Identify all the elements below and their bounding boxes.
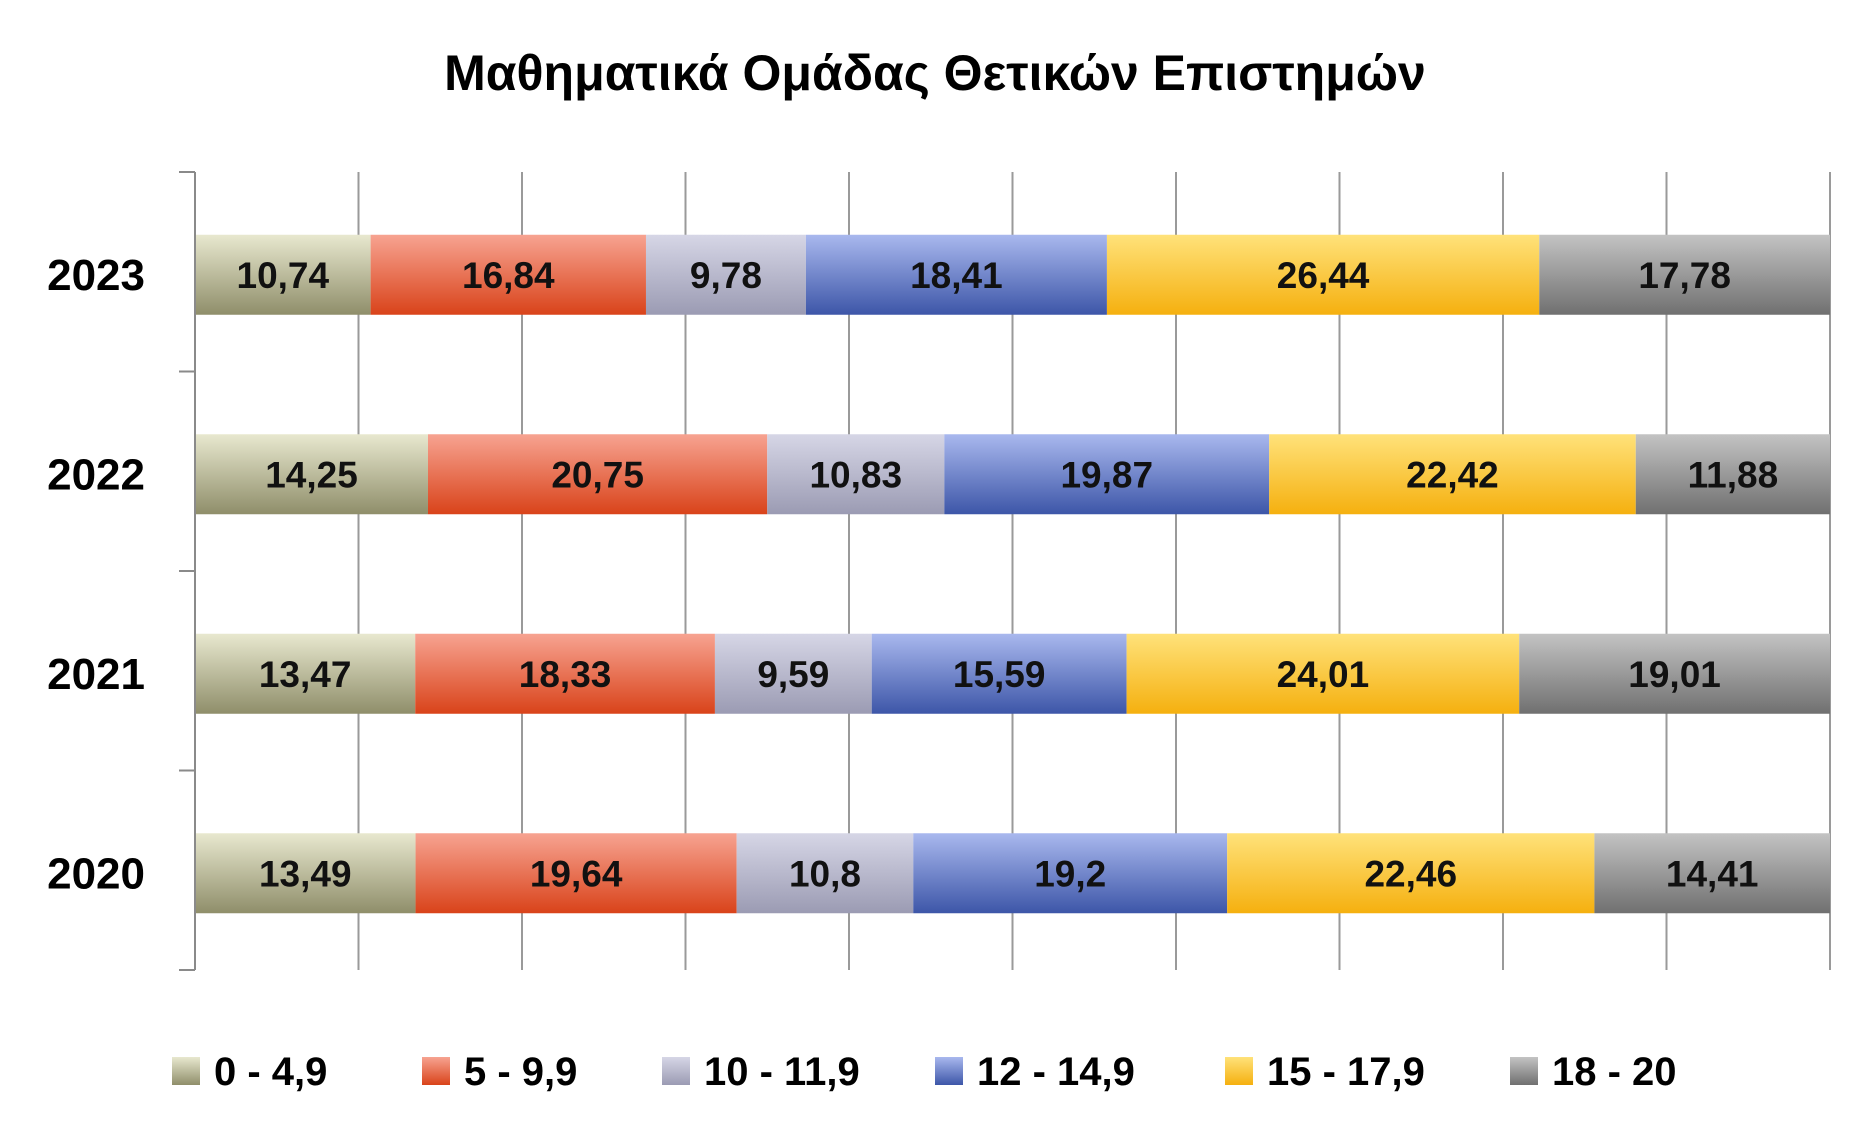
- bar-segment: [736, 833, 914, 914]
- data-label: 18,33: [519, 654, 612, 695]
- bar-segment: [645, 234, 806, 315]
- bar-segment: [1106, 234, 1540, 315]
- data-label: 14,25: [265, 454, 358, 495]
- bar-segment: [913, 833, 1228, 914]
- legend-swatch: [1510, 1057, 1538, 1085]
- data-label: 19,64: [530, 853, 623, 894]
- data-label: 24,01: [1277, 654, 1370, 695]
- data-label: 19,87: [1060, 454, 1153, 495]
- bar-segment: [195, 633, 416, 714]
- legend: 0 - 4,9 5 - 9,9 10 - 11,9 12 - 14,9 15 - 17,…: [172, 1050, 1677, 1094]
- data-label: 13,47: [259, 654, 352, 695]
- legend-swatch: [662, 1057, 690, 1085]
- legend-label: 10 - 11,9: [704, 1050, 860, 1094]
- data-label: 14,41: [1666, 853, 1759, 894]
- legend-label: 0 - 4,9: [214, 1050, 327, 1094]
- data-label: 22,46: [1364, 853, 1457, 894]
- data-label: 20,75: [551, 454, 644, 495]
- bar-segment: [1635, 434, 1830, 515]
- bar-segment: [714, 633, 872, 714]
- bar-segment: [871, 633, 1127, 714]
- data-label: 17,78: [1638, 255, 1731, 296]
- category-label: 2020: [47, 849, 145, 898]
- bar-segment: [1519, 633, 1830, 714]
- bar-segment: [767, 434, 945, 515]
- data-label: 10,83: [809, 454, 902, 495]
- category-label: 2021: [47, 650, 145, 699]
- category-label: 2022: [47, 450, 145, 499]
- legend-swatch: [1225, 1057, 1253, 1085]
- legend-label: 15 - 17,9: [1267, 1050, 1425, 1094]
- bars: 10,74 16,84 9,78 18,41 26,44 17,78 14,25 20,75 1…: [195, 234, 1830, 914]
- data-label: 10,8: [789, 853, 861, 894]
- data-label: 19,2: [1034, 853, 1106, 894]
- data-label: 11,88: [1688, 454, 1779, 495]
- data-label: 9,78: [690, 255, 762, 296]
- data-label: 13,49: [259, 853, 352, 894]
- bar-segment: [1269, 434, 1636, 515]
- chart-title: Μαθηματικά Ομάδας Θετικών Επιστημών: [444, 45, 1426, 101]
- category-label: 2023: [47, 251, 145, 300]
- bar-segment: [427, 434, 768, 515]
- data-label: 18,41: [910, 255, 1003, 296]
- bar-segment: [1126, 633, 1520, 714]
- bar-segment: [1594, 833, 1830, 914]
- legend-swatch: [422, 1057, 450, 1085]
- bar-segment: [1539, 234, 1830, 315]
- axes: 2023 2022 2021 2020: [47, 171, 196, 971]
- legend-swatch: [935, 1057, 963, 1085]
- data-label: 15,59: [953, 654, 1046, 695]
- bar-segment: [415, 633, 715, 714]
- data-label: 22,42: [1406, 454, 1499, 495]
- bar-segment: [1227, 833, 1595, 914]
- bar-segment: [805, 234, 1107, 315]
- data-label: 9,59: [757, 654, 829, 695]
- bar-segment: [195, 434, 428, 515]
- legend-label: 5 - 9,9: [464, 1050, 577, 1094]
- bar-segment: [415, 833, 737, 914]
- data-label: 19,01: [1628, 654, 1721, 695]
- data-label: 16,84: [462, 255, 555, 296]
- bar-segment: [370, 234, 646, 315]
- legend-label: 12 - 14,9: [977, 1050, 1135, 1094]
- legend-label: 18 - 20: [1552, 1050, 1677, 1094]
- data-label: 10,74: [237, 255, 330, 296]
- bar-segment: [195, 833, 416, 914]
- legend-swatch: [172, 1057, 200, 1085]
- bar-segment: [195, 234, 371, 315]
- data-label: 26,44: [1277, 255, 1370, 296]
- bar-segment: [944, 434, 1270, 515]
